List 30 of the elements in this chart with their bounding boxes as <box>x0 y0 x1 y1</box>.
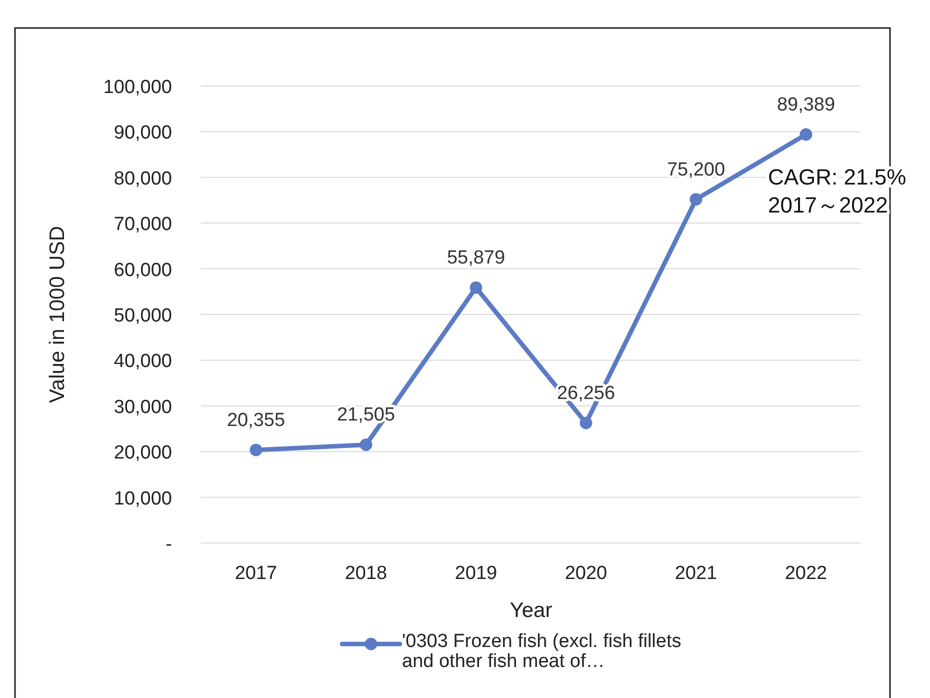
x-tick-label: 2019 <box>454 563 498 584</box>
y-tick-label: 50,000 <box>114 306 172 326</box>
legend-label: '0303 Frozen fish (excl. fish fillets and other fish meat of… <box>402 631 682 672</box>
y-tick-label: 60,000 <box>114 260 172 281</box>
y-axis-title: Value in 1000 USD <box>46 226 69 404</box>
y-tick-label: - <box>166 534 172 555</box>
point <box>250 444 262 456</box>
y-tick-label: 80,000 <box>114 168 172 190</box>
x-tick-label: 2021 <box>674 563 718 584</box>
text: 20,355 <box>226 410 286 431</box>
point <box>580 416 592 430</box>
x-axis-title: Year <box>510 599 552 622</box>
y-tick-label: 30,000 <box>114 396 172 418</box>
point <box>360 438 372 451</box>
point <box>800 128 812 141</box>
text: 89,389 <box>776 94 836 116</box>
y-tick-label: 40,000 <box>114 351 172 372</box>
x-tick-label: 2020 <box>564 563 608 584</box>
x-tick-label: 2022 <box>784 563 828 584</box>
x-tick-label: 2017 <box>234 563 278 584</box>
point <box>470 281 482 294</box>
y-tick-label: 10,000 <box>114 488 172 510</box>
y-tick-label: 70,000 <box>114 214 172 236</box>
y-tick-label: 90,000 <box>114 122 172 144</box>
y-tick-label: 100,000 <box>103 77 172 98</box>
text: 55,879 <box>446 248 506 269</box>
x-tick-label: 2018 <box>344 563 388 584</box>
point <box>690 193 702 206</box>
y-tick-label: 20,000 <box>114 442 172 464</box>
text: 75,200 <box>666 159 726 180</box>
